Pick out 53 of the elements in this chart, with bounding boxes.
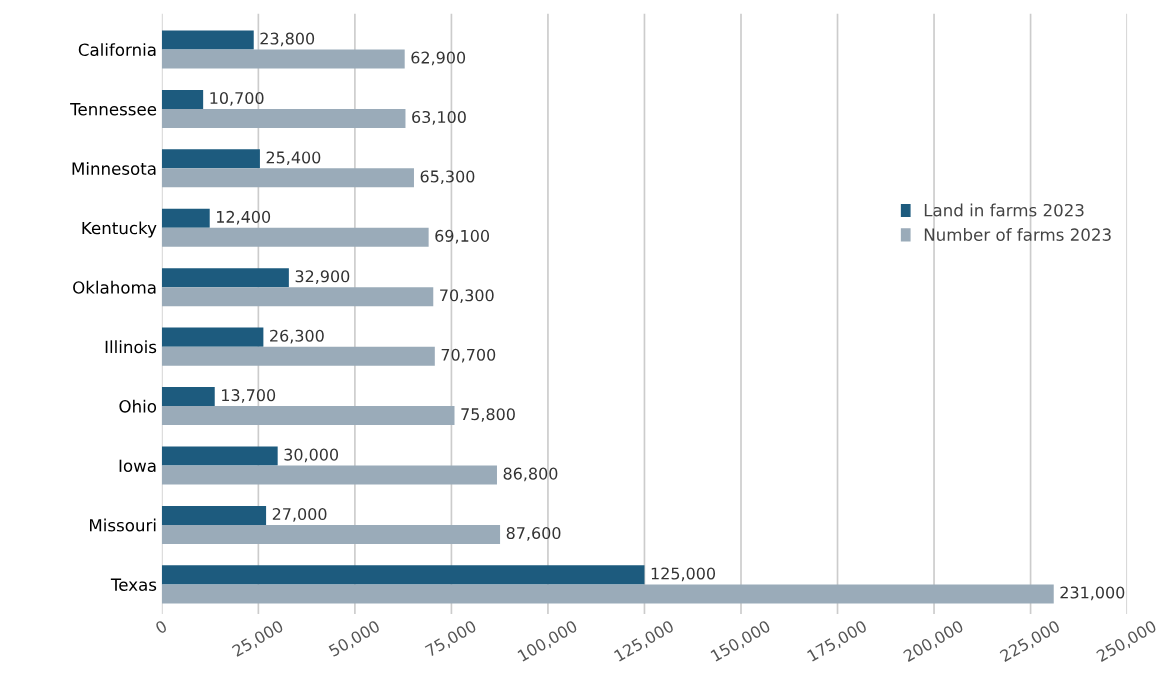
data-label: 27,000 bbox=[272, 507, 327, 522]
bar bbox=[161, 387, 215, 407]
data-label: 25,400 bbox=[266, 151, 321, 166]
y-tick-label: Illinois bbox=[105, 340, 157, 354]
data-label: 12,400 bbox=[217, 210, 271, 225]
data-label: 231,000 bbox=[1060, 586, 1125, 601]
bar bbox=[161, 268, 289, 288]
data-label: 13,700 bbox=[222, 389, 276, 403]
y-tick-label: Kentucky bbox=[82, 221, 157, 238]
bar bbox=[161, 505, 267, 525]
bar bbox=[161, 49, 405, 69]
data-label: 125,000 bbox=[651, 567, 716, 582]
bar bbox=[161, 446, 278, 466]
y-tick-label: Texas bbox=[110, 578, 157, 591]
data-label: 23,800 bbox=[260, 32, 315, 47]
data-label: 63,100 bbox=[412, 110, 466, 125]
bar bbox=[161, 465, 497, 485]
data-label: 65,300 bbox=[420, 170, 475, 185]
data-label: 30,000 bbox=[284, 448, 339, 463]
data-label: 32,900 bbox=[295, 270, 350, 284]
bar bbox=[161, 327, 264, 347]
data-label: 10,700 bbox=[210, 91, 264, 106]
y-tick-label: Ohio bbox=[119, 399, 157, 413]
bar bbox=[161, 227, 429, 247]
data-label: 70,700 bbox=[441, 348, 496, 363]
y-tick-label: Missouri bbox=[90, 518, 156, 532]
x-tick-label: 0 bbox=[154, 619, 168, 635]
data-label: 62,900 bbox=[411, 51, 466, 66]
bar bbox=[161, 584, 1054, 604]
bar bbox=[161, 89, 204, 109]
y-tick-label: Minnesota bbox=[72, 162, 156, 175]
data-label: 69,100 bbox=[435, 229, 490, 244]
bar bbox=[161, 208, 210, 228]
y-tick-label: Iowa bbox=[119, 459, 156, 473]
bar bbox=[161, 149, 260, 169]
data-label: 75,800 bbox=[461, 408, 515, 422]
data-label: 70,300 bbox=[440, 289, 494, 303]
legend-label: Land in farms 2023 bbox=[924, 203, 1084, 217]
bar bbox=[161, 524, 501, 544]
bar bbox=[161, 30, 254, 50]
data-label: 86,800 bbox=[503, 467, 558, 482]
legend-label: Number of farms 2023 bbox=[924, 228, 1111, 241]
bar bbox=[161, 346, 435, 366]
data-label: 26,300 bbox=[270, 329, 324, 344]
bar bbox=[161, 168, 414, 188]
y-tick-label: California bbox=[78, 43, 156, 57]
bar bbox=[161, 287, 434, 307]
data-label: 87,600 bbox=[506, 527, 561, 541]
y-tick-label: Oklahoma bbox=[73, 280, 156, 294]
bar bbox=[161, 565, 645, 585]
bar bbox=[161, 406, 455, 426]
y-tick-label: Tennessee bbox=[70, 103, 157, 116]
bar bbox=[161, 108, 406, 128]
